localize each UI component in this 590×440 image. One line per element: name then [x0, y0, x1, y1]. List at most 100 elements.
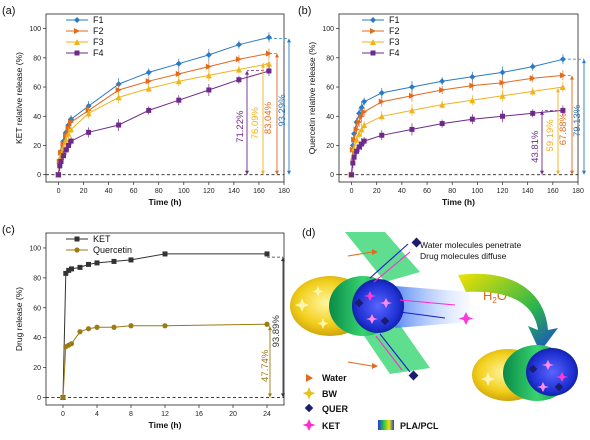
data-point	[469, 82, 476, 89]
arrow-head-down	[287, 170, 291, 175]
data-point	[69, 266, 74, 272]
legend-marker	[370, 28, 376, 34]
data-point	[439, 101, 446, 108]
y-tick-label: 0	[330, 172, 334, 179]
star-icon	[312, 286, 324, 297]
annotation-value: 67.88%	[558, 112, 569, 145]
legend-item: F3	[66, 37, 104, 47]
transition-arrow-icon	[458, 273, 558, 352]
panel-b-chart: (b) 0 20 40 60 80 100 120 140 160 180 0 20 40 60 80 100 T…	[298, 5, 586, 207]
data-point	[63, 147, 69, 153]
quer-legend-icon	[304, 403, 314, 413]
y-tick-label: 100	[29, 245, 41, 252]
data-point	[77, 264, 83, 270]
y-tick-label: 40	[33, 335, 41, 342]
arrow-head-up	[261, 63, 265, 68]
data-point	[63, 136, 70, 143]
legend-label: F1	[93, 15, 104, 25]
data-point	[86, 129, 92, 135]
quer-diamond-icon	[408, 370, 419, 381]
y-tick-label: 100	[29, 26, 41, 33]
data-point	[85, 326, 92, 332]
legend-pla-pcl-label: PLA/PCL	[400, 421, 439, 431]
legend-item: F3	[362, 37, 400, 47]
panel-c-chart: (c) 0 4 8 12 16 20 24 0 20 40 60 80 100 Time (h) Drug r…	[2, 224, 285, 430]
arrow-head-down	[570, 170, 574, 175]
release-annotation: 67.88%	[558, 75, 574, 175]
data-point	[353, 136, 360, 143]
y-tick-label: 0	[37, 172, 41, 179]
data-point	[176, 97, 182, 103]
release-annotation: 93.29%	[268, 38, 291, 175]
water-triangle-icon	[372, 363, 378, 369]
data-point	[68, 341, 75, 347]
x-tick-label: 24	[263, 411, 271, 418]
legend-item: F1	[66, 15, 104, 25]
quer-diamond-icon	[380, 316, 390, 326]
arrow-head-up	[281, 257, 285, 262]
x-tick-label: 80	[155, 188, 163, 195]
panel-d-legend: Water BW QUER KET PLA/PCL	[302, 373, 439, 431]
arrow-head-down	[556, 170, 560, 175]
data-point	[128, 323, 134, 329]
data-point	[351, 136, 358, 143]
data-point	[378, 98, 385, 105]
y-tick-label: 80	[326, 55, 334, 62]
x-tick-label: 120	[203, 188, 215, 195]
data-point	[66, 267, 72, 273]
arrow-down-blue	[379, 333, 411, 373]
legend-item: F2	[362, 26, 400, 36]
data-point	[86, 261, 91, 267]
y-tick-label: 60	[33, 85, 41, 92]
legend-label: F4	[93, 48, 104, 58]
legend-label: F4	[389, 48, 400, 58]
data-point	[351, 154, 357, 160]
release-annotation: 76.09%	[250, 63, 269, 175]
data-point	[356, 144, 362, 150]
ket-star-icon	[366, 314, 378, 324]
x-tick-label: 0	[61, 411, 65, 418]
x-tick-label: 0	[57, 188, 61, 195]
annotation-value: 71.22%	[235, 110, 246, 143]
diffusion-arrows	[347, 243, 456, 373]
x-tick-label: 140	[522, 188, 534, 195]
x-tick-label: 120	[497, 188, 509, 195]
ket-star-icon	[380, 298, 392, 308]
x-tick-label: 40	[105, 188, 113, 195]
quer-diamond-icon	[411, 237, 422, 248]
data-point	[408, 84, 415, 91]
data-point	[111, 258, 117, 264]
data-point	[66, 142, 72, 148]
data-point	[235, 56, 242, 63]
x-tick-label: 100	[472, 188, 484, 195]
legend-ket-label: KET	[322, 421, 341, 431]
y-tick-label: 80	[33, 55, 41, 62]
data-point	[128, 257, 134, 263]
data-point	[361, 138, 367, 144]
data-point	[68, 138, 74, 144]
x-tick-label: 60	[130, 188, 138, 195]
pla-pcl-legend-icon	[378, 420, 394, 430]
x-tick-label: 60	[423, 188, 431, 195]
quer-diamond-icon	[554, 382, 564, 392]
data-point	[439, 78, 446, 85]
data-point	[60, 394, 66, 401]
h2o-o: O	[497, 288, 507, 303]
arrow-head-down	[268, 393, 272, 398]
data-point	[529, 75, 536, 82]
y-tick-label: 40	[33, 114, 41, 121]
y-tick-label: 20	[33, 143, 41, 150]
release-annotation: 79.13%	[562, 58, 586, 175]
data-point	[162, 251, 168, 257]
x-tick-label: 16	[195, 411, 203, 418]
annotation-value: 79.13%	[572, 104, 583, 137]
data-point	[350, 160, 356, 166]
arrow-head-up	[275, 53, 279, 58]
legend-marker	[74, 17, 80, 23]
y-axis-label: Quercetin relative release (%)	[307, 42, 317, 155]
data-point	[111, 324, 117, 330]
data-point	[469, 73, 476, 80]
legend-item: Quercetin	[66, 245, 132, 255]
data-point	[358, 104, 365, 111]
release-annotation: 47.74%	[260, 325, 272, 398]
